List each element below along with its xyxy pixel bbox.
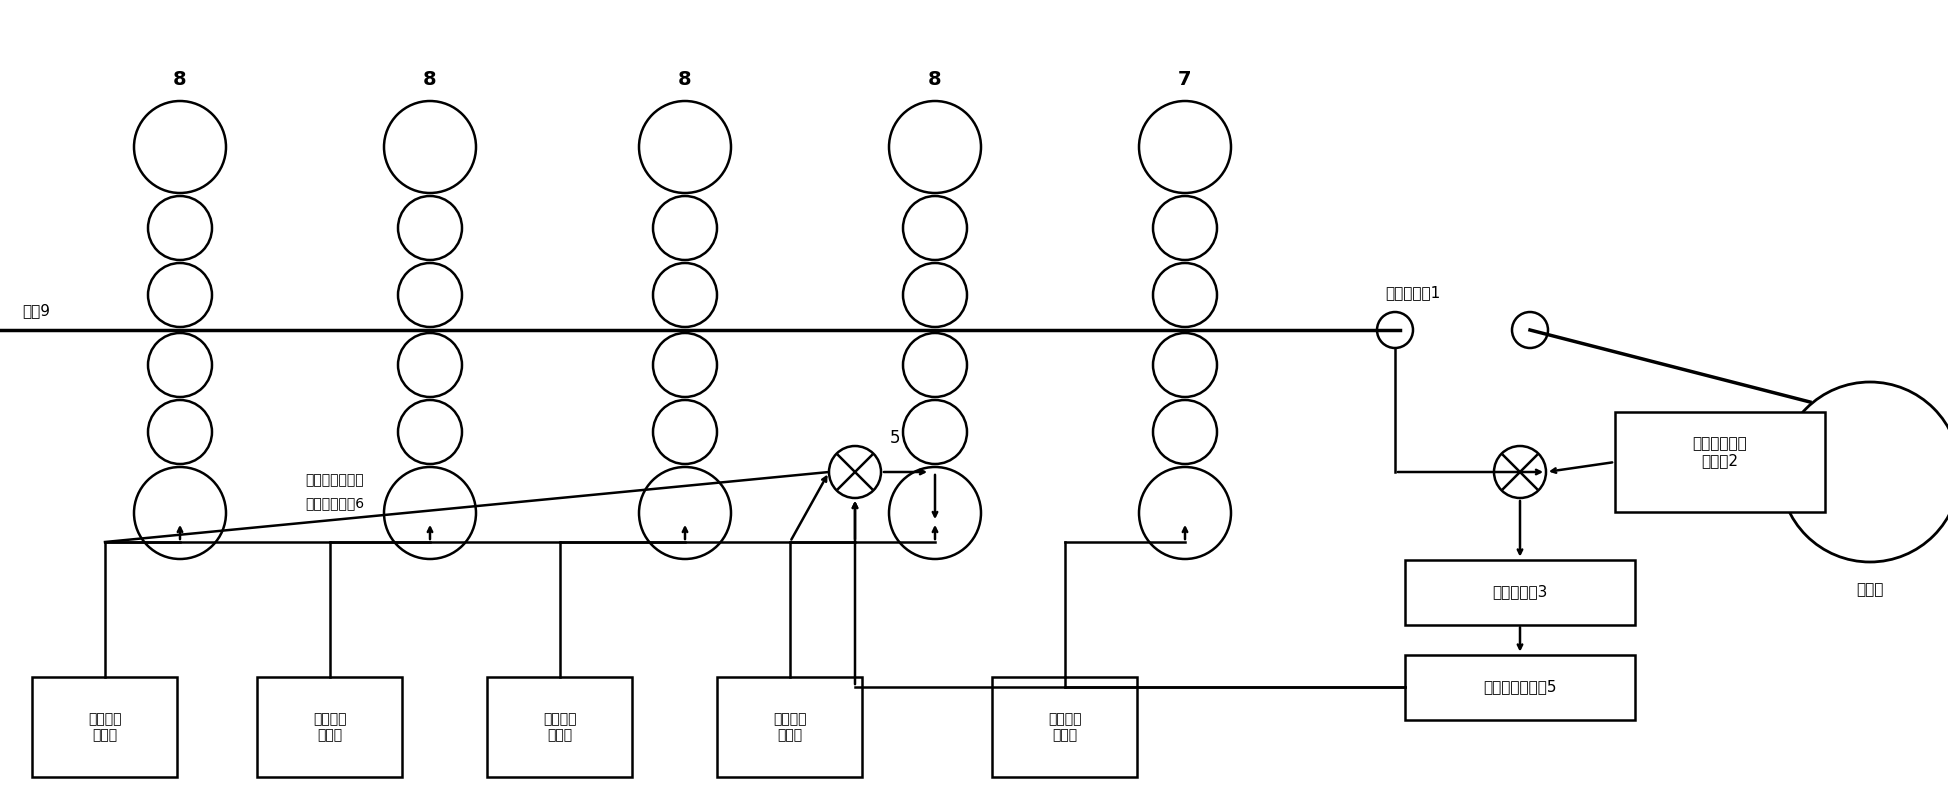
Bar [717, 677, 863, 777]
Circle shape [639, 101, 730, 193]
Circle shape [1153, 333, 1216, 397]
Circle shape [653, 400, 717, 464]
Circle shape [384, 467, 475, 559]
Circle shape [1153, 263, 1216, 327]
Circle shape [1138, 467, 1231, 559]
Circle shape [397, 196, 462, 260]
Text: 8: 8 [678, 70, 692, 89]
Circle shape [397, 400, 462, 464]
Circle shape [902, 333, 966, 397]
Circle shape [1779, 382, 1948, 562]
Text: 板形优化裈3: 板形优化裈3 [1492, 585, 1547, 600]
Circle shape [148, 196, 212, 260]
Circle shape [888, 467, 980, 559]
Text: 8: 8 [173, 70, 187, 89]
Text: 卷取机: 卷取机 [1854, 582, 1882, 597]
Circle shape [1138, 101, 1231, 193]
Bar [33, 677, 177, 777]
Bar [992, 677, 1138, 777]
Circle shape [653, 333, 717, 397]
Circle shape [148, 333, 212, 397]
Circle shape [1377, 312, 1412, 348]
Circle shape [888, 101, 980, 193]
Text: 调节机构
预设定: 调节机构 预设定 [88, 712, 121, 742]
Circle shape [148, 400, 212, 464]
Bar [1405, 654, 1634, 719]
Circle shape [902, 263, 966, 327]
Text: 调节机构
预设定: 调节机构 预设定 [773, 712, 806, 742]
Text: 8: 8 [927, 70, 941, 89]
Circle shape [384, 101, 475, 193]
Text: 前级机架扩展闭
环接入节点组6: 前级机架扩展闭 环接入节点组6 [304, 474, 364, 510]
Circle shape [639, 467, 730, 559]
Text: 板形测量裈1: 板形测量裈1 [1385, 285, 1440, 300]
Circle shape [902, 196, 966, 260]
Circle shape [134, 101, 226, 193]
Bar [1405, 560, 1634, 625]
Circle shape [653, 263, 717, 327]
Text: 板形目标曲线
设定裈2: 板形目标曲线 设定裈2 [1691, 435, 1747, 468]
Circle shape [134, 467, 226, 559]
Text: 7: 7 [1179, 70, 1190, 89]
Bar [1615, 412, 1823, 512]
Text: 机架负荷分配裈5: 机架负荷分配裈5 [1482, 679, 1556, 695]
Text: 调节机构
预设定: 调节机构 预设定 [314, 712, 347, 742]
Circle shape [1512, 312, 1547, 348]
Circle shape [653, 196, 717, 260]
Bar [487, 677, 633, 777]
Circle shape [1153, 400, 1216, 464]
Circle shape [828, 446, 880, 498]
Circle shape [902, 400, 966, 464]
Circle shape [148, 263, 212, 327]
Text: 5: 5 [890, 429, 900, 447]
Text: 8: 8 [423, 70, 436, 89]
Bar [257, 677, 403, 777]
Circle shape [1153, 196, 1216, 260]
Text: 调节机构
预设定: 调节机构 预设定 [543, 712, 577, 742]
Circle shape [397, 333, 462, 397]
Text: 带鉹9: 带鉹9 [21, 303, 51, 318]
Text: 调节机构
预设定: 调节机构 预设定 [1048, 712, 1081, 742]
Circle shape [397, 263, 462, 327]
Circle shape [1494, 446, 1545, 498]
